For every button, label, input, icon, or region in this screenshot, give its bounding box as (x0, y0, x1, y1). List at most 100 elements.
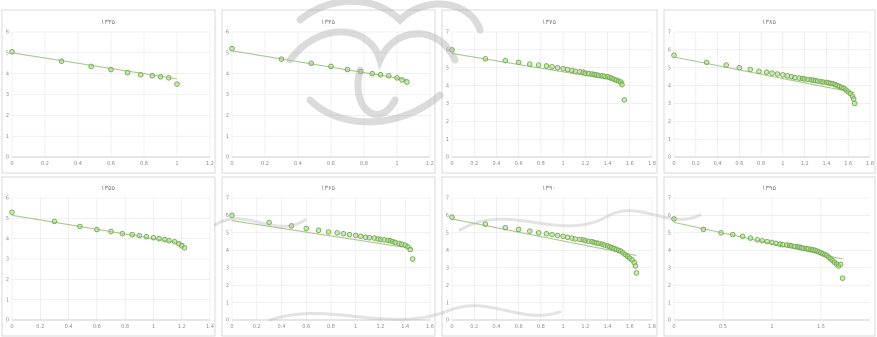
x-tick-label: 1.6 (426, 324, 434, 330)
data-point (353, 232, 359, 239)
x-tick-label: 1.4 (604, 161, 612, 167)
x-tick-label: 0.2 (470, 161, 478, 167)
data-point (527, 61, 533, 67)
panel-title: ۱۳۳۵ (101, 18, 115, 26)
chart-panel-1375: ۱۳۷۵ 0 1 2 3 4 5 6 7 0 0.2 0.4 0.6 0.8 1 1.2 1.4 1.6 1.8 (441, 9, 658, 174)
data-point (449, 47, 455, 53)
panel-title: ۱۳۴۵ (321, 18, 335, 26)
plot-area: 0 1 2 3 4 5 6 0 0.2 0.4 0.6 0.8 1 1.2 (226, 30, 434, 167)
data-point (9, 209, 15, 215)
x-tick-label: 0.6 (515, 324, 523, 330)
data-point (181, 245, 188, 251)
data-point (108, 228, 114, 235)
data-point (792, 74, 798, 81)
data-point (409, 256, 416, 262)
panel-frame (663, 9, 876, 174)
x-tick-label: 0.4 (294, 161, 302, 167)
data-point (535, 62, 542, 68)
data-point (9, 49, 15, 55)
y-tick-label: 2 (6, 113, 9, 119)
x-tick-label: 0.8 (121, 324, 129, 330)
panel-title: ۱۳۹۰ (542, 184, 556, 192)
x-tick-label: 0.6 (93, 324, 101, 330)
y-tick-label: 1 (226, 134, 229, 140)
y-tick-label: 1 (668, 300, 671, 306)
data-point (124, 69, 131, 76)
plot-area: 0 1 2 3 4 5 6 7 0 0.2 0.4 0.6 0.8 1 1.2 1.4 1.6 (226, 196, 434, 330)
data-point (527, 228, 533, 234)
data-point (334, 230, 340, 236)
data-point (549, 231, 555, 238)
data-point (769, 70, 775, 76)
x-tick-label: 1 (562, 324, 565, 330)
x-tick-label: 1 (354, 324, 357, 330)
trendline (11, 52, 178, 80)
chart-panel-1395: ۱۳۹۵ 0 1 2 3 4 5 6 7 0 0.5 1 1.5 (663, 176, 876, 337)
panel-frame (221, 9, 436, 174)
y-tick-label: 6 (6, 196, 9, 202)
panel-frame (1, 9, 216, 174)
x-tick-label: 0.2 (36, 324, 44, 330)
data-point (229, 45, 235, 52)
data-point (346, 231, 353, 238)
x-tick-label: 0.5 (719, 324, 727, 330)
data-point (278, 56, 285, 62)
data-point (137, 71, 144, 78)
data-point (482, 221, 489, 227)
y-tick-label: 5 (446, 231, 449, 237)
plot-area: 0 1 2 3 4 5 6 7 0 0.2 0.4 0.6 0.8 1 1.2 1.4 1.6 1.8 (446, 30, 656, 167)
x-tick-label: 0 (450, 161, 453, 167)
y-tick-label: 4 (668, 83, 671, 89)
panel-frame (663, 176, 876, 337)
x-tick-label: 0.2 (41, 161, 49, 167)
data-point (150, 234, 157, 241)
x-tick-label: 1.8 (866, 161, 874, 167)
panel-title: ۱۳۶۵ (321, 184, 335, 192)
y-tick-label: 2 (226, 283, 229, 289)
y-tick-label: 7 (668, 30, 671, 36)
chart-panel-1355: ۱۳۵۵ 0 1 2 3 4 5 6 0 0.2 0.4 0.6 0.8 1 1.2 1.4 (1, 176, 216, 337)
data-point (308, 60, 314, 67)
data-point (700, 226, 707, 233)
data-point (633, 270, 640, 276)
y-tick-label: 5 (226, 231, 229, 237)
plot-area: 0 1 2 3 4 5 6 0 0.2 0.4 0.6 0.8 1 1.2 (6, 30, 214, 167)
data-point (671, 216, 677, 222)
trendline (231, 220, 413, 250)
x-tick-label: 1.4 (206, 324, 214, 330)
y-tick-label: 0 (446, 155, 449, 161)
data-point (369, 70, 376, 77)
data-point (747, 66, 753, 73)
y-tick-label: 3 (668, 265, 671, 271)
y-tick-label: 4 (226, 71, 229, 77)
data-point (535, 230, 542, 236)
panel-title: ۱۳۸۵ (762, 18, 776, 26)
y-tick-label: 3 (226, 92, 229, 98)
panel-frame (441, 176, 658, 337)
y-tick-label: 6 (226, 213, 229, 219)
data-point (502, 57, 509, 64)
y-tick-label: 3 (446, 265, 449, 271)
y-tick-label: 4 (6, 71, 9, 77)
data-point (554, 232, 561, 239)
x-tick-label: 1.5 (817, 324, 825, 330)
data-point (554, 64, 561, 71)
data-point (340, 230, 347, 237)
x-tick-label: 1 (770, 324, 773, 330)
data-point (58, 58, 65, 64)
y-tick-label: 5 (668, 65, 671, 71)
x-tick-label: 0 (10, 324, 13, 330)
plot-area: 0 1 2 3 4 5 6 7 0 0.2 0.4 0.6 0.8 1 1.2 1.4 1.6 1.8 (668, 30, 874, 167)
data-point (572, 68, 579, 75)
y-tick-label: 5 (668, 231, 671, 237)
data-point (754, 237, 761, 243)
data-point (357, 233, 364, 240)
y-tick-label: 7 (226, 196, 229, 202)
y-tick-label: 4 (446, 83, 449, 89)
y-tick-label: 6 (6, 30, 9, 36)
x-tick-label: 0 (672, 324, 675, 330)
y-tick-label: 0 (6, 155, 9, 161)
chart-panel-1365: ۱۳۶۵ 0 1 2 3 4 5 6 7 0 0.2 0.4 0.6 0.8 1 1.2 1.4 1.6 (221, 176, 436, 337)
x-tick-label: 0.4 (278, 324, 286, 330)
